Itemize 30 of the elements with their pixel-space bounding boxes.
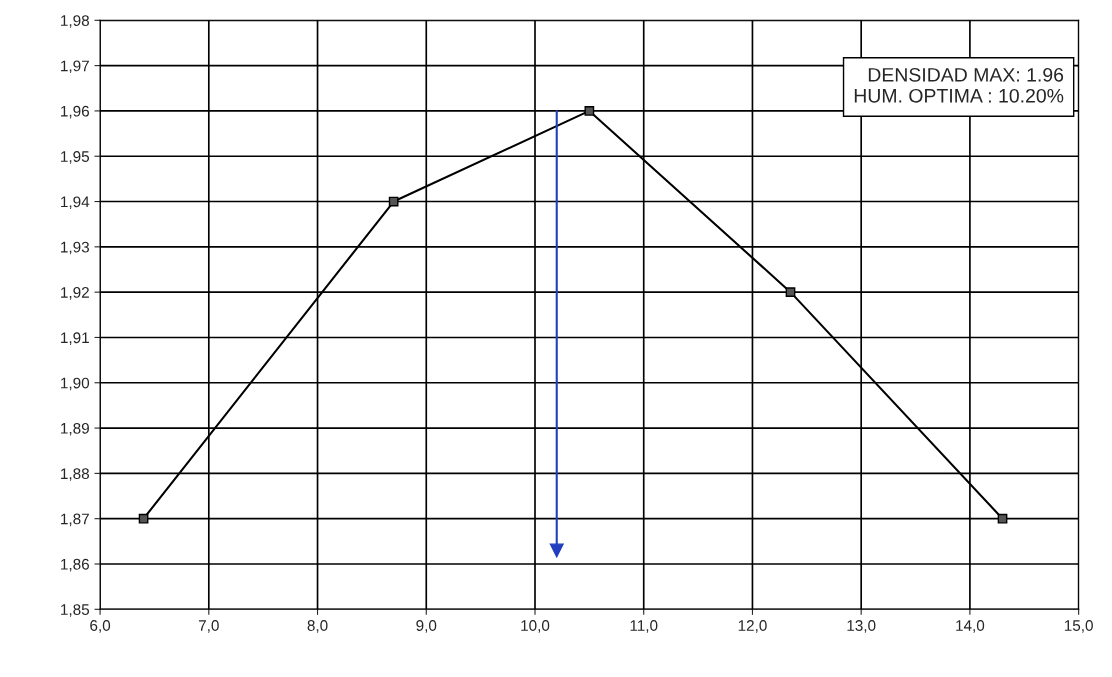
y-tick-label: 1,96 (61, 105, 89, 119)
y-tick-label: 1,95 (61, 151, 90, 164)
y-tick-label: 1,88 (61, 468, 89, 481)
x-tick-label: 9,0 (416, 620, 437, 633)
x-tick-label: 6,0 (90, 620, 111, 633)
y-tick-label: 1,92 (61, 287, 89, 300)
y-tick-label: 1,97 (61, 60, 89, 74)
y-tick-label: 1,87 (61, 513, 89, 527)
y-tick-label: 1,91 (61, 332, 89, 345)
point (388, 196, 399, 207)
y-tick-label: 1,89 (61, 422, 89, 436)
x-tick-label: 12,0 (738, 620, 767, 633)
y-tick-label: 1,85 (61, 604, 90, 617)
x-tick-label: 8,0 (307, 620, 328, 633)
y-tick-label: 1,90 (61, 377, 90, 391)
y-tick-label: 1,94 (61, 196, 90, 210)
x-tick-label: 10,0 (521, 620, 550, 633)
x-tick-label: 14,0 (956, 620, 985, 633)
x-tick-label: 7,0 (198, 620, 219, 633)
point (785, 287, 796, 298)
annotation: DENSIDAD MAX: 1.96 HUM. OPTIMA : 10.20% (854, 67, 1064, 103)
x-tick-label: 15,0 (1064, 620, 1093, 633)
point (584, 106, 595, 116)
y-tick-label: 1,98 (61, 15, 89, 28)
point (138, 513, 149, 524)
x-tick-label: 11,0 (630, 620, 658, 633)
y-tick-label: 1,93 (61, 241, 89, 255)
point (997, 513, 1008, 524)
x-tick-label: 13,0 (847, 620, 876, 633)
y-tick-label: 1,86 (61, 558, 89, 572)
